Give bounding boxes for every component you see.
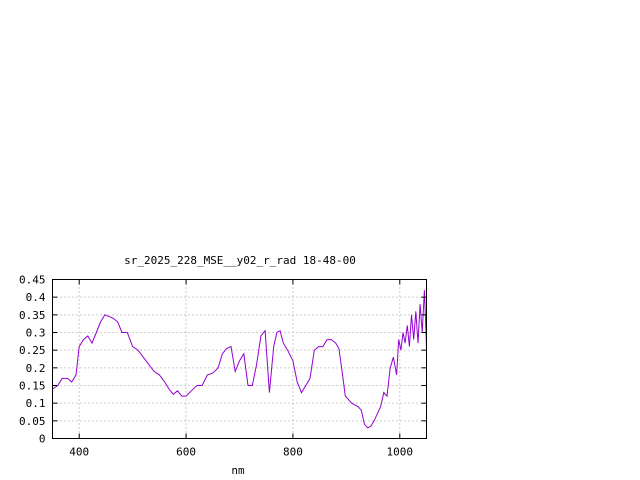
- y-tick-label: 0.2: [26, 362, 46, 375]
- plot-frame: [52, 279, 427, 439]
- y-tick-label: 0.25: [19, 344, 46, 357]
- y-tick-label: 0.05: [19, 415, 46, 428]
- y-tick-label: 0.35: [19, 309, 46, 322]
- series-line: [52, 290, 427, 429]
- x-tick-label: 600: [176, 446, 196, 459]
- x-tick-label: 400: [69, 446, 89, 459]
- chart-title: sr_2025_228_MSE__y02_r_rad 18-48-00: [124, 254, 356, 267]
- y-tick-label: 0: [39, 433, 46, 446]
- series-layer: [52, 290, 427, 429]
- x-tick-label: 800: [283, 446, 303, 459]
- y-tick-label: 0.4: [26, 291, 46, 304]
- x-tick-label: 1000: [387, 446, 414, 459]
- x-axis-label: nm: [231, 464, 245, 477]
- y-tick-label: 0.15: [19, 380, 46, 393]
- y-tick-label: 0.3: [26, 327, 46, 340]
- grid: [52, 279, 427, 439]
- y-tick-label: 0.45: [19, 274, 46, 287]
- axis-ticks: 0 0.05 0.1 0.15 0.2 0.25 0.3 0.35 0.4 0.45 400 600 8…: [19, 274, 427, 459]
- y-tick-label: 0.1: [26, 397, 46, 410]
